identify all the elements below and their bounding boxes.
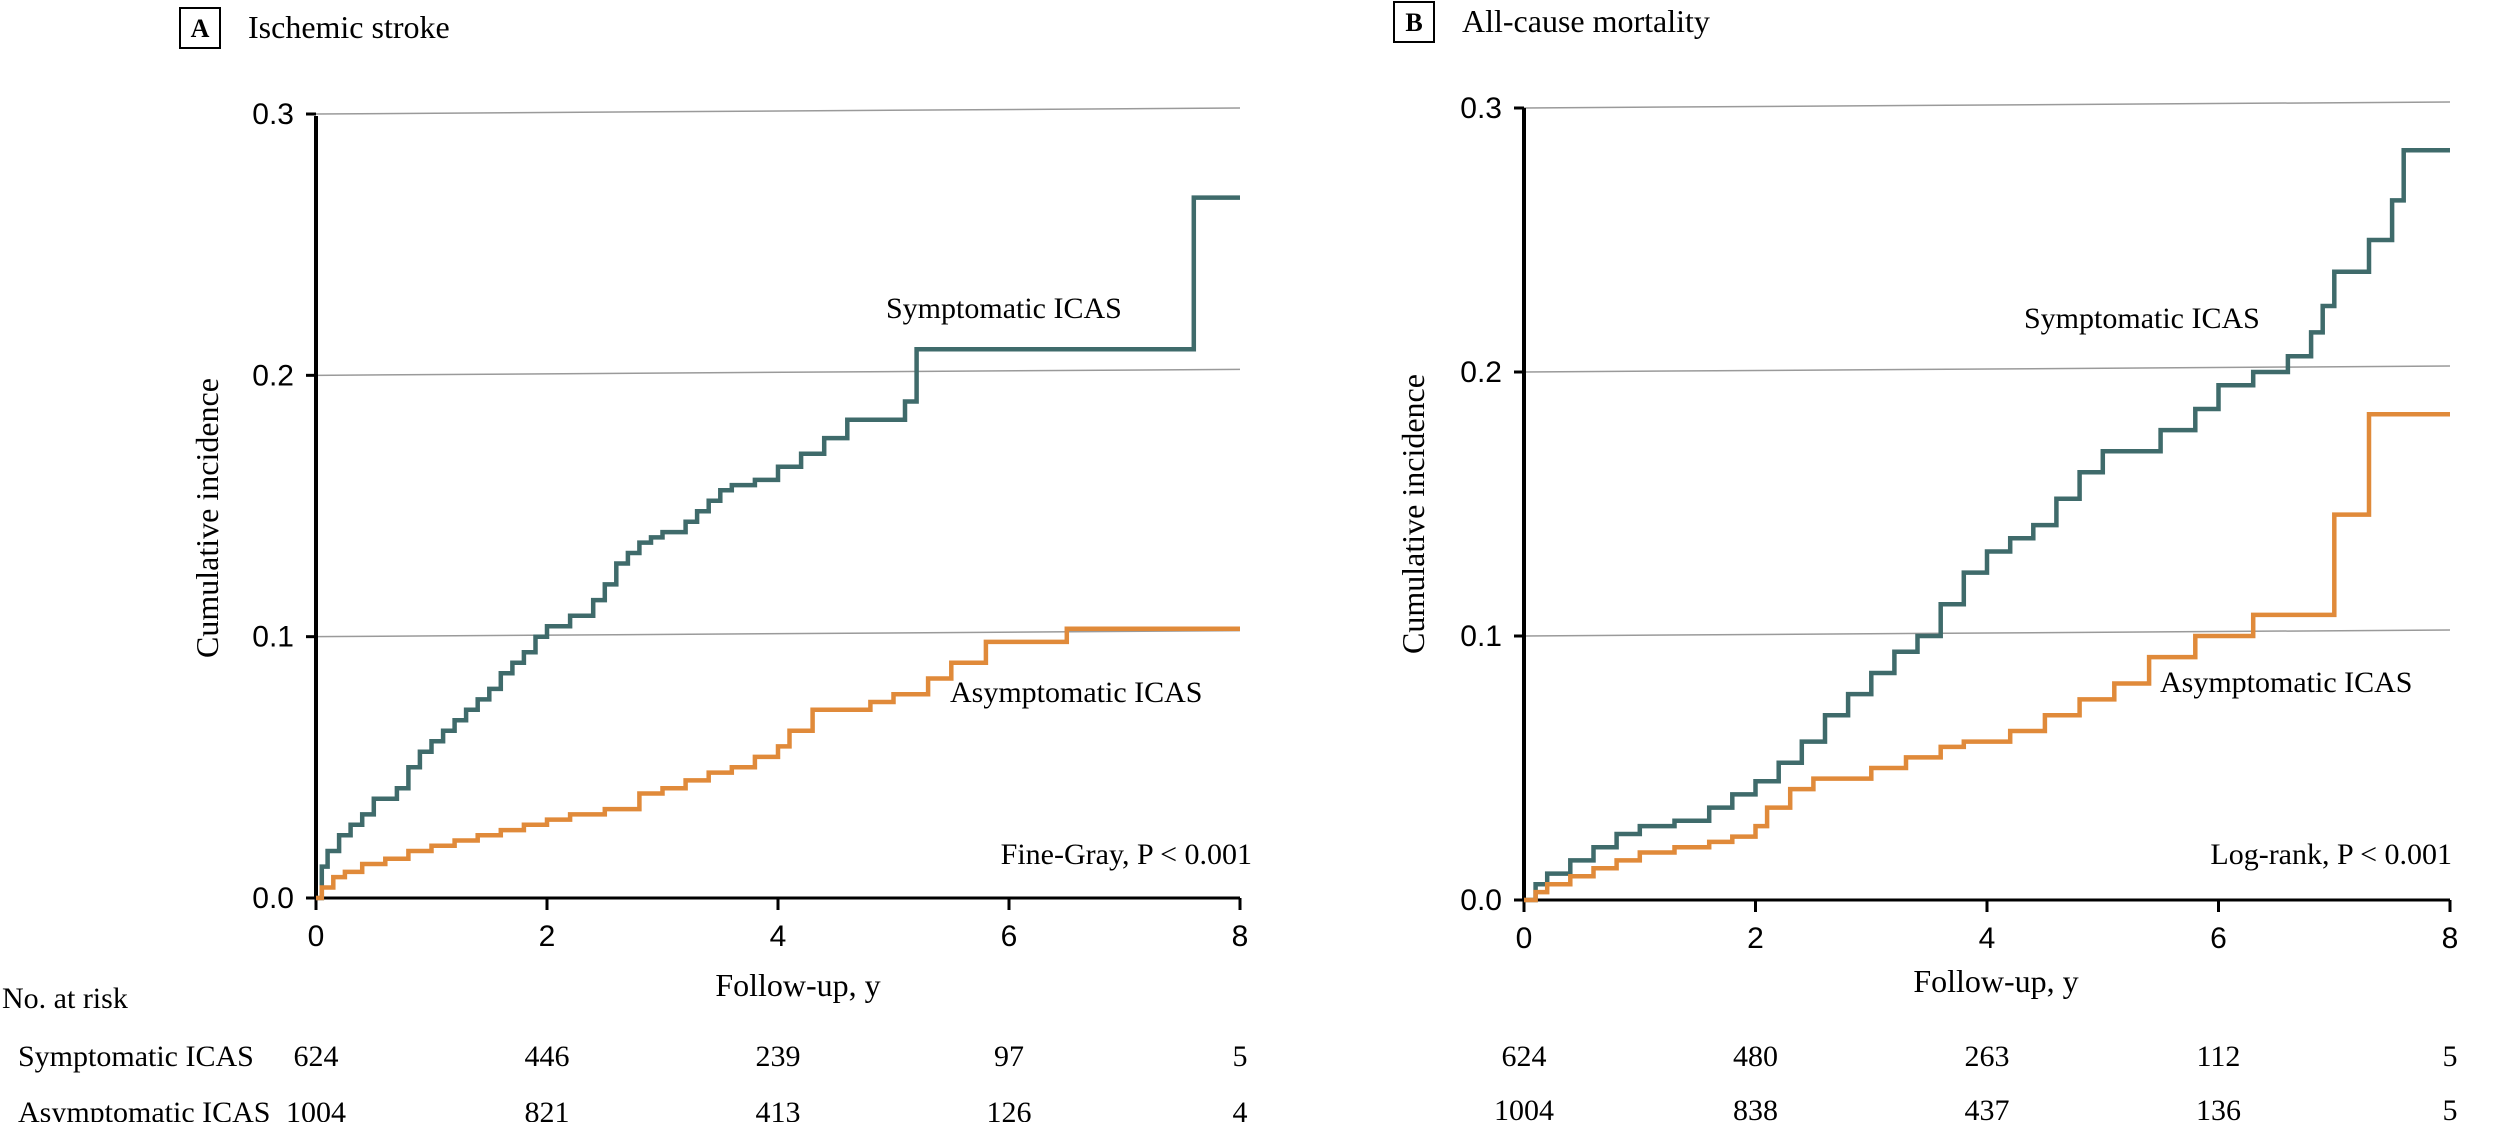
- panel-b-y-ticks: 0.0 0.1 0.2 0.3: [1460, 92, 1524, 917]
- panel-a-risk-values: 624 446 239 97 5 1004 821 413 126 4: [286, 1040, 1248, 1127]
- panel-a-risk-value-r1-c1: 821: [525, 1096, 570, 1122]
- panel-b-risk-value-r0-c2: 263: [1965, 1040, 2010, 1073]
- panel-b-risk-value-r0-c1: 480: [1733, 1040, 1778, 1073]
- panel-b-risk-value-r1-c0: 1004: [1494, 1094, 1554, 1122]
- panel-b-risk-value-r1-c2: 437: [1965, 1094, 2010, 1122]
- panel-a-x-tick-label-4: 8: [1232, 920, 1249, 953]
- panel-b-risk-value-r0-c0: 624: [1502, 1040, 1547, 1073]
- panel-b-test-annotation: Log-rank, P < 0.001: [2210, 838, 2452, 871]
- panel-b: B All-cause mortality 0.0 0.1 0.2 0.3 0 2 4 6 8…: [1393, 1, 2459, 999]
- panel-b-x-ticks: 0 2 4 6 8: [1516, 900, 2459, 955]
- panel-a-asymptomatic-line: [316, 626, 1240, 901]
- panel-b-gridline-0: [1523, 629, 2451, 637]
- panel-a-symptomatic-label: Symptomatic ICAS: [886, 292, 1122, 325]
- panel-a-x-tick-label-0: 0: [308, 920, 325, 953]
- panel-a-risk-value-r0-c4: 5: [1233, 1040, 1248, 1073]
- risk-row-label-symptomatic: Symptomatic ICAS: [18, 1040, 254, 1073]
- panel-b-title: All-cause mortality: [1462, 3, 1710, 39]
- panel-b-x-tick-label-4: 8: [2442, 922, 2459, 955]
- panel-a-y-tick-label-3: 0.3: [252, 98, 294, 131]
- panel-b-risk-value-r0-c4: 5: [2443, 1040, 2458, 1073]
- panel-a-gridline-2: [315, 107, 1241, 115]
- panel-a-x-ticks: 0 2 4 6 8: [308, 898, 1249, 953]
- panel-a-risk-value-r1-c3: 126: [987, 1096, 1032, 1122]
- panel-a-risk-value-r0-c0: 624: [294, 1040, 339, 1073]
- panel-a-asymptomatic-label: Asymptomatic ICAS: [950, 676, 1203, 709]
- panel-a-gridline-1: [315, 368, 1241, 377]
- panel-a-title: Ischemic stroke: [248, 9, 450, 45]
- panel-b-gridline-1: [1523, 365, 2451, 373]
- panel-b-risk-value-r1-c1: 838: [1733, 1094, 1778, 1122]
- panel-a-y-ticks: 0.0 0.1 0.2 0.3: [252, 98, 316, 915]
- panel-a-y-label: Cumulative incidence: [189, 378, 225, 658]
- panel-b-y-tick-label-0: 0.0: [1460, 884, 1502, 917]
- panel-b-risk-value-r0-c3: 112: [2197, 1040, 2241, 1073]
- panel-b-risk-value-r1-c3: 136: [2196, 1094, 2241, 1122]
- panel-b-risk-value-r1-c4: 5: [2443, 1094, 2458, 1122]
- panel-a-risk-value-r1-c0: 1004: [286, 1096, 346, 1122]
- panel-a-y-tick-label-1: 0.1: [252, 621, 294, 654]
- panel-b-risk-values: 624 480 263 112 5 1004 838 437 136 5: [1494, 1040, 2458, 1127]
- risk-row-label-asymptomatic: Asymptomatic ICAS: [18, 1096, 271, 1122]
- panel-b-gridlines: [1523, 101, 2451, 637]
- panel-a-x-label: Follow-up, y: [715, 967, 880, 1003]
- panel-b-y-tick-label-1: 0.1: [1460, 620, 1502, 653]
- panel-b-x-tick-label-1: 2: [1747, 922, 1764, 955]
- panel-b-gridline-2: [1523, 101, 2451, 109]
- panel-a-label: A: [191, 14, 210, 43]
- risk-table: No. at risk Symptomatic ICAS Asymptomati…: [2, 982, 2458, 1127]
- panel-b-x-tick-label-3: 6: [2210, 922, 2227, 955]
- risk-table-header: No. at risk: [2, 982, 128, 1015]
- panel-b-x-tick-label-2: 4: [1979, 922, 1996, 955]
- panel-a-risk-value-r1-c4: 4: [1233, 1096, 1248, 1122]
- panel-a-gridlines: [315, 107, 1241, 638]
- panel-b-asymptomatic-line: [1524, 411, 2450, 903]
- panel-b-symptomatic-label: Symptomatic ICAS: [2024, 302, 2260, 335]
- panel-a-test-annotation: Fine-Gray, P < 0.001: [1001, 838, 1252, 871]
- panel-b-x-label: Follow-up, y: [1913, 963, 2078, 999]
- panel-a-symptomatic-line: [316, 195, 1240, 901]
- panel-a-y-tick-label-2: 0.2: [252, 359, 294, 392]
- panel-a-x-tick-label-3: 6: [1001, 920, 1018, 953]
- panel-b-y-tick-label-2: 0.2: [1460, 356, 1502, 389]
- panel-a-risk-value-r0-c3: 97: [994, 1040, 1024, 1073]
- panel-a: A Ischemic stroke 0.0 0.1 0.2 0.3 0 2 4 6 8 Cum…: [179, 7, 1252, 1003]
- panel-a-label-box: [179, 7, 221, 49]
- panel-a-risk-value-r0-c2: 239: [756, 1040, 801, 1073]
- panel-b-x-tick-label-0: 0: [1516, 922, 1533, 955]
- panel-a-y-tick-label-0: 0.0: [252, 882, 294, 915]
- panel-a-risk-value-r1-c2: 413: [756, 1096, 801, 1122]
- panel-a-x-tick-label-2: 4: [770, 920, 787, 953]
- panel-b-asymptomatic-label: Asymptomatic ICAS: [2160, 666, 2413, 699]
- panel-b-y-tick-label-3: 0.3: [1460, 92, 1502, 125]
- panel-a-risk-value-r0-c1: 446: [525, 1040, 570, 1073]
- panel-b-label-box: [1393, 1, 1435, 43]
- panel-b-label: B: [1405, 8, 1422, 37]
- panel-a-x-tick-label-1: 2: [539, 920, 556, 953]
- panel-b-symptomatic-line: [1524, 147, 2450, 903]
- panel-b-y-label: Cumulative incidence: [1395, 374, 1431, 654]
- panel-a-gridline-0: [315, 629, 1241, 638]
